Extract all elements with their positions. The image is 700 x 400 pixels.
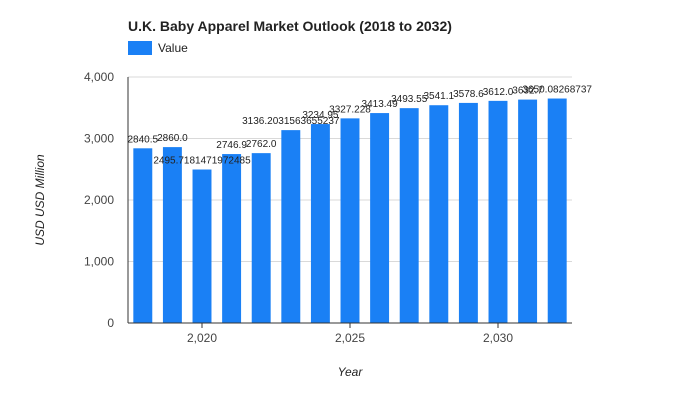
data-label-2029: 3578.6 <box>453 89 484 100</box>
bar-2022 <box>251 153 271 323</box>
data-label-2027: 3493.55 <box>391 94 428 105</box>
data-label-2018: 2840.5 <box>128 134 159 145</box>
bar-2027 <box>399 108 419 323</box>
bar-2026 <box>370 113 390 323</box>
x-tick-labels: 2,020 2,025 2,030 <box>187 331 513 345</box>
y-tick-label: 0 <box>107 316 114 330</box>
y-axis-title: USD USD Million <box>33 154 47 246</box>
data-label-2019: 2860.0 <box>157 133 188 144</box>
data-label-2023: 3136.2031563655237 <box>242 116 340 127</box>
bar-2023 <box>281 130 301 323</box>
bar-2029 <box>458 102 478 323</box>
data-label-2032: 3650.08268737 <box>522 85 592 96</box>
bar-2028 <box>429 105 449 323</box>
bar-2021 <box>222 154 242 323</box>
bars <box>133 98 567 324</box>
legend-swatch-value <box>128 41 152 55</box>
y-tick-label: 4,000 <box>84 70 114 84</box>
x-tick-label: 2,025 <box>335 331 365 345</box>
data-labels: 2840.5 2860.0 2495.7181471972485 2746.9 2762… <box>128 85 593 167</box>
data-label-2025: 3327.228 <box>329 104 371 115</box>
data-label-2028: 3541.1 <box>424 91 455 102</box>
data-label-2020: 2495.7181471972485 <box>153 156 251 167</box>
bar-2019 <box>162 147 182 323</box>
bar-2020 <box>192 169 212 323</box>
y-tick-label: 2,000 <box>84 193 114 207</box>
data-label-2022: 2762.0 <box>246 139 277 150</box>
data-label-2021: 2746.9 <box>216 140 247 151</box>
data-label-2031: 3632.7 <box>512 86 543 97</box>
legend-label-value: Value <box>158 41 188 55</box>
y-tick-label: 1,000 <box>84 255 114 269</box>
y-tick-labels: 0 1,000 2,000 3,000 4,000 <box>84 70 114 330</box>
bar-2032 <box>547 98 567 324</box>
data-label-2026: 3413.49 <box>362 99 399 110</box>
x-axis-title: Year <box>338 365 364 379</box>
legend: Value <box>128 41 188 55</box>
x-tick-label: 2,030 <box>483 331 513 345</box>
x-tick-label: 2,020 <box>187 331 217 345</box>
bar-2030 <box>488 100 508 323</box>
data-label-2024: 3234.95 <box>302 110 339 121</box>
bar-2025 <box>340 118 360 323</box>
bar-2031 <box>518 99 538 323</box>
chart-title: U.K. Baby Apparel Market Outlook (2018 t… <box>128 18 452 34</box>
axes <box>127 77 572 328</box>
data-label-2030: 3612.0 <box>483 87 514 98</box>
bar-2018 <box>133 148 153 323</box>
y-tick-label: 3,000 <box>84 132 114 146</box>
bar-2024 <box>310 124 330 323</box>
